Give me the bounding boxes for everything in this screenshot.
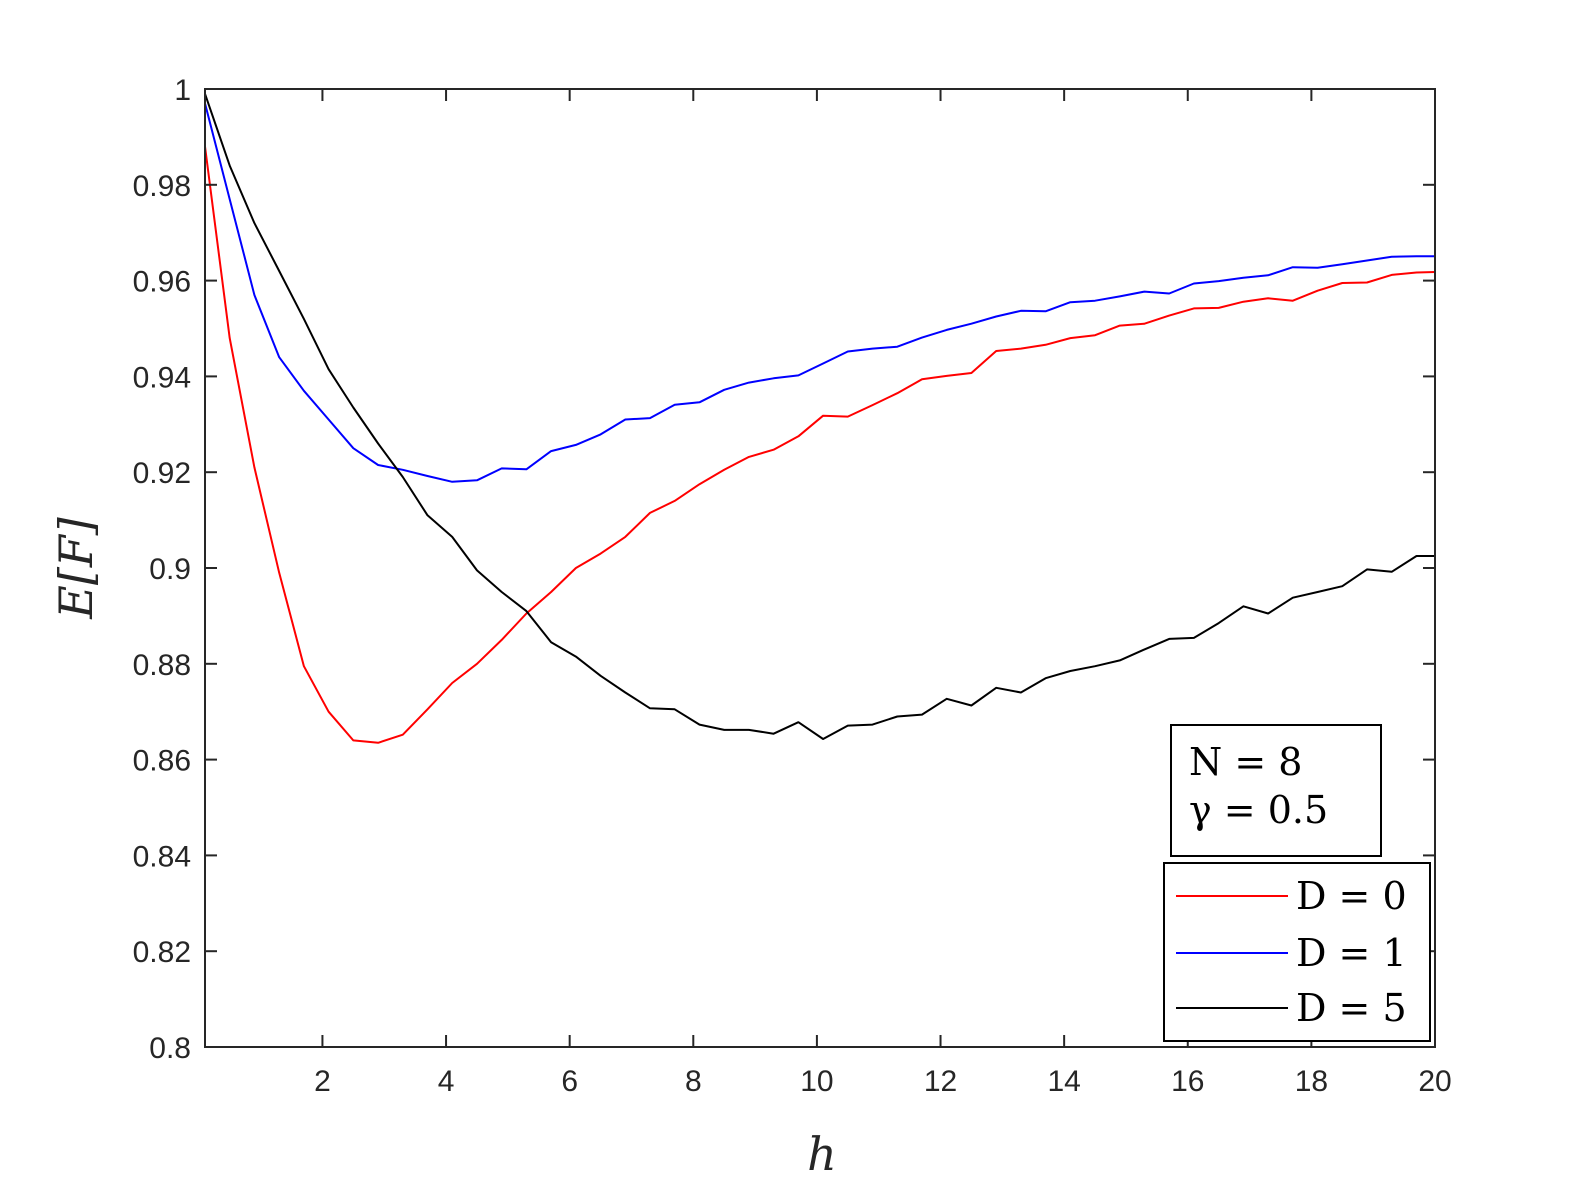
y-tick-label: 0.96	[133, 266, 191, 299]
series-line-2	[204, 93, 1435, 740]
x-tick-label: 18	[1295, 1065, 1328, 1098]
series-line-1	[204, 103, 1435, 483]
annotation-n: N = 8	[1189, 740, 1302, 784]
series-layer	[204, 93, 1436, 744]
series-line-0	[204, 146, 1436, 744]
tick-layer: 2 4 6 8 10 12 14 16 18 20 0.8 0.82 0.84 0.86 0.88 0.9 0.…	[133, 74, 1452, 1098]
y-tick-label: 0.86	[133, 745, 191, 778]
annotation-gamma: γ = 0.5	[1189, 788, 1328, 832]
y-axis-label: E[F]	[49, 517, 103, 619]
legend-label-d1: D = 1	[1296, 931, 1407, 975]
x-tick-label: 14	[1047, 1065, 1080, 1098]
y-tick-label: 0.88	[133, 649, 191, 682]
x-tick-label: 12	[924, 1065, 957, 1098]
legend: D = 0 D = 1 D = 5	[1163, 862, 1431, 1042]
x-tick-label: 16	[1171, 1065, 1204, 1098]
y-tick-label: 0.82	[133, 936, 191, 969]
legend-label-d5: D = 5	[1296, 986, 1407, 1030]
x-tick-label: 4	[438, 1065, 455, 1098]
y-tick-label: 0.84	[133, 840, 191, 873]
annotation-box: N = 8 γ = 0.5	[1170, 724, 1382, 857]
y-tick-label: 0.8	[149, 1032, 191, 1065]
x-tick-label: 8	[685, 1065, 702, 1098]
x-tick-label: 20	[1418, 1065, 1451, 1098]
y-tick-label: 0.9	[149, 553, 191, 586]
x-tick-label: 6	[561, 1065, 578, 1098]
x-tick-label: 2	[314, 1065, 331, 1098]
x-tick-label: 10	[800, 1065, 833, 1098]
y-tick-label: 1	[174, 74, 191, 107]
axes-box	[204, 88, 1436, 1048]
x-axis-label: h	[807, 1127, 837, 1181]
y-tick-label: 0.92	[133, 457, 191, 490]
y-tick-label: 0.94	[133, 361, 191, 394]
y-tick-label: 0.98	[133, 170, 191, 203]
legend-label-d0: D = 0	[1296, 874, 1407, 918]
